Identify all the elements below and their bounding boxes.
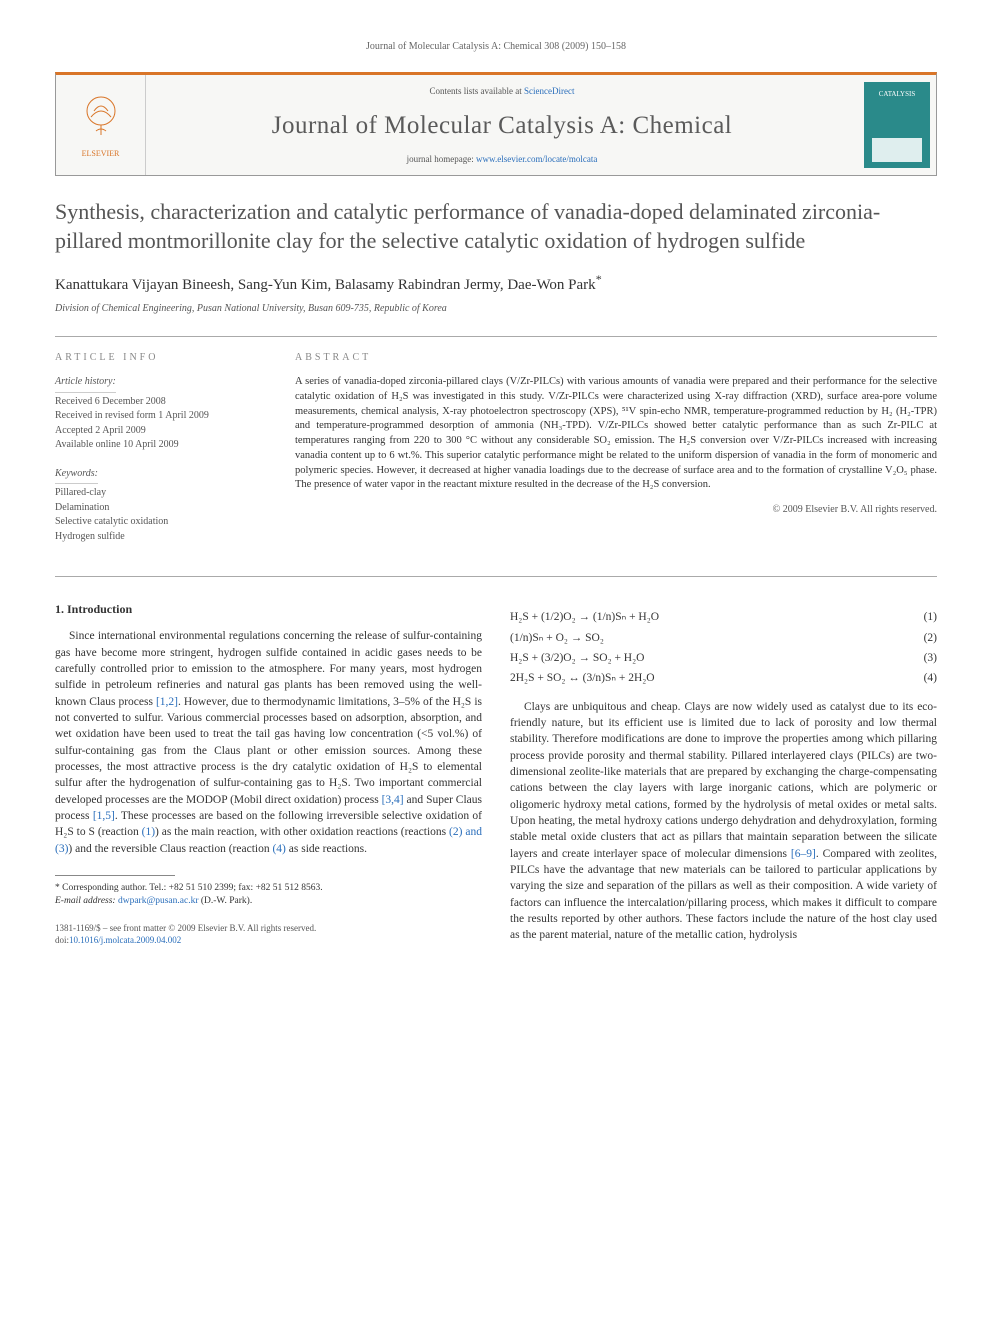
keyword-4: Hydrogen sulfide [55,530,265,545]
section-1-heading: 1. Introduction [55,601,482,618]
intro-text-2: . However, due to thermodynamic limitati… [55,696,482,806]
equation-1: H₂S + (1/2)O₂ → (1/n)Sₙ + H₂O (1) [510,607,937,627]
keyword-3: Selective catalytic oxidation [55,515,265,530]
email-who: (D.-W. Park). [198,896,252,906]
abstract-heading: abstract [295,351,937,365]
homepage-prefix: journal homepage: [407,154,476,164]
intro-paragraph: Since international environmental regula… [55,628,482,857]
eqn-4-num: (4) [924,670,937,686]
intro-text-6: ) and the reversible Claus reaction (rea… [68,843,272,855]
intro-text-7: as side reactions. [286,843,367,855]
article-info-column: article info Article history: Received 6… [55,351,265,558]
email-link[interactable]: dwpark@pusan.ac.kr [118,896,199,906]
journal-name: Journal of Molecular Catalysis A: Chemic… [154,108,850,143]
history-accepted: Accepted 2 April 2009 [55,424,265,439]
sciencedirect-link[interactable]: ScienceDirect [524,86,574,96]
cover-label: CATALYSIS [879,90,915,98]
journal-banner: ELSEVIER Contents lists available at Sci… [55,72,937,176]
keyword-2: Delamination [55,501,265,516]
eqn-3-lhs: H₂S + (3/2)O₂ → SO₂ + H₂O [510,650,644,666]
banner-center: Contents lists available at ScienceDirec… [146,75,858,175]
equation-3: H₂S + (3/2)O₂ → SO₂ + H₂O (3) [510,648,937,668]
ref-3-4[interactable]: [3,4] [382,794,404,806]
history-label: Article history: [55,375,116,393]
article-title: Synthesis, characterization and catalyti… [55,198,937,255]
footnote-separator [55,875,175,876]
cover-box: CATALYSIS [858,75,936,175]
col2-text-1: Clays are unbiquitous and cheap. Clays a… [510,701,937,860]
doi-label: doi: [55,935,69,945]
journal-cover-thumbnail: CATALYSIS [864,82,930,168]
contents-line: Contents lists available at ScienceDirec… [154,85,850,98]
corresponding-footnote: * Corresponding author. Tel.: +82 51 510… [55,882,482,908]
doi-link[interactable]: 10.1016/j.molcata.2009.04.002 [69,935,181,945]
col2-paragraph: Clays are unbiquitous and cheap. Clays a… [510,699,937,944]
column-left: 1. Introduction Since international envi… [55,601,482,946]
keywords-block: Keywords: Pillared-clay Delamination Sel… [55,467,265,545]
reaction-ref-4[interactable]: (4) [272,843,285,855]
eqn-3-num: (3) [924,650,937,666]
corresponding-marker: * [596,272,602,286]
contents-prefix: Contents lists available at [430,86,524,96]
front-matter-line: 1381-1169/$ – see front matter © 2009 El… [55,922,482,934]
eqn-2-lhs: (1/n)Sₙ + O₂ → SO₂ [510,630,604,646]
reaction-ref-1[interactable]: (1) [142,826,155,838]
ref-6-9[interactable]: [6–9] [791,848,816,860]
doi-line: doi:10.1016/j.molcata.2009.04.002 [55,934,482,946]
keyword-1: Pillared-clay [55,486,265,501]
equation-4: 2H₂S + SO₂ ↔ (3/n)Sₙ + 2H₂O (4) [510,668,937,688]
eqn-2-num: (2) [924,630,937,646]
col2-text-2: . Compared with zeolites, PILCs have the… [510,848,937,942]
abstract-text: A series of vanadia-doped zirconia-pilla… [295,375,937,493]
authors-line: Kanattukara Vijayan Bineesh, Sang-Yun Ki… [55,271,937,296]
affiliation: Division of Chemical Engineering, Pusan … [55,302,937,316]
authors-text: Kanattukara Vijayan Bineesh, Sang-Yun Ki… [55,277,596,293]
publisher-name: ELSEVIER [76,148,126,159]
eqn-1-lhs: H₂S + (1/2)O₂ → (1/n)Sₙ + H₂O [510,609,659,625]
intro-text-5: ) as the main reaction, with other oxida… [155,826,449,838]
email-line: E-mail address: dwpark@pusan.ac.kr (D.-W… [55,895,482,908]
history-online: Available online 10 April 2009 [55,438,265,453]
history-received: Received 6 December 2008 [55,395,265,410]
meta-abstract-block: article info Article history: Received 6… [55,336,937,577]
email-label: E-mail address: [55,896,118,906]
keywords-label: Keywords: [55,467,98,485]
publisher-logo-box: ELSEVIER [56,75,146,175]
elsevier-logo: ELSEVIER [76,91,126,159]
footer-meta: 1381-1169/$ – see front matter © 2009 El… [55,922,482,946]
column-right: H₂S + (1/2)O₂ → (1/n)Sₙ + H₂O (1) (1/n)S… [510,601,937,946]
body-columns: 1. Introduction Since international envi… [55,601,937,946]
eqn-1-num: (1) [924,609,937,625]
abstract-copyright: © 2009 Elsevier B.V. All rights reserved… [295,503,937,517]
homepage-link[interactable]: www.elsevier.com/locate/molcata [476,154,597,164]
ref-1-5[interactable]: [1,5] [93,810,115,822]
ref-1-2[interactable]: [1,2] [156,696,178,708]
article-info-heading: article info [55,351,265,365]
eqn-4-lhs: 2H₂S + SO₂ ↔ (3/n)Sₙ + 2H₂O [510,670,655,686]
equation-2: (1/n)Sₙ + O₂ → SO₂ (2) [510,628,937,648]
abstract-column: abstract A series of vanadia-doped zirco… [295,351,937,558]
article-history-block: Article history: Received 6 December 200… [55,375,265,453]
running-header: Journal of Molecular Catalysis A: Chemic… [55,40,937,54]
elsevier-tree-icon [76,91,126,141]
history-revised: Received in revised form 1 April 2009 [55,409,265,424]
homepage-line: journal homepage: www.elsevier.com/locat… [154,153,850,166]
equations-block: H₂S + (1/2)O₂ → (1/n)Sₙ + H₂O (1) (1/n)S… [510,607,937,688]
corr-author-line: * Corresponding author. Tel.: +82 51 510… [55,882,482,895]
